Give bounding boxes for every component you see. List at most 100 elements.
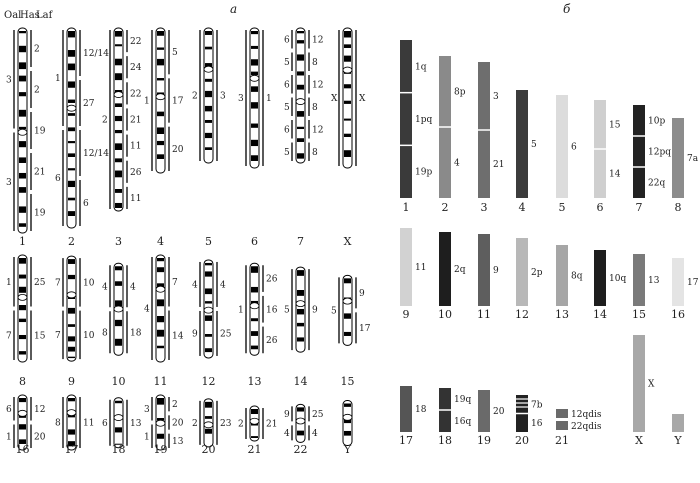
laf-label: 4	[220, 280, 226, 290]
laf-label: 20	[172, 419, 184, 429]
ideogram-band	[115, 103, 122, 108]
oal-label: 5	[284, 58, 290, 68]
laf-label: 2	[34, 86, 40, 96]
laf-label: 22	[130, 37, 141, 47]
ideogram-band	[19, 45, 26, 53]
ideogram-band	[205, 119, 212, 123]
ideogram-body	[249, 27, 260, 169]
ideogram-band	[344, 118, 351, 121]
oal-label: 5	[284, 103, 290, 113]
laf-label: 25	[220, 329, 232, 339]
segment-label: 22qdis	[571, 422, 602, 432]
chromosome-number: 7	[636, 201, 643, 214]
segment-label: 5	[531, 140, 537, 150]
painted-segment	[633, 335, 645, 432]
oal-label: 4	[144, 305, 150, 315]
laf-label: X	[359, 94, 366, 104]
ideogram-band	[297, 308, 304, 315]
ideogram-20: 2 23 20	[192, 398, 232, 456]
laf-label: 27	[83, 99, 95, 109]
laf-label: 12	[312, 35, 323, 45]
laf-label: 10	[83, 278, 95, 288]
ideogram-band	[344, 403, 351, 407]
chromosome-number: 8	[19, 375, 26, 388]
ideogram-band	[19, 318, 26, 323]
laf-label: 12	[312, 80, 323, 90]
laf-label: 26	[266, 336, 278, 346]
segment-label: 8p	[454, 88, 466, 98]
ideogram-band	[115, 189, 122, 193]
ideogram-band	[115, 338, 122, 346]
chromosome-number: 15	[632, 308, 646, 321]
painted-chromosome-10: 2q 10	[438, 232, 466, 321]
laf-label: 24	[130, 63, 142, 73]
ideogram-band	[344, 133, 351, 137]
ideogram-15: 5 9 17 15	[331, 274, 371, 388]
chromosome-number: 2	[68, 235, 75, 248]
laf-label: 25	[312, 410, 324, 420]
ideogram-band	[205, 132, 212, 139]
painted-chromosome-13: 8q 13	[555, 245, 583, 321]
ideogram-band	[19, 286, 26, 293]
ideogram-band	[251, 71, 258, 76]
painted-segment	[400, 386, 412, 432]
chromosome-number: 17	[399, 434, 413, 447]
ideogram-band	[157, 47, 164, 50]
ideogram-body	[66, 394, 77, 451]
ideogram-band	[205, 315, 212, 321]
ideogram-band	[251, 59, 258, 66]
oal-label: 2	[238, 420, 244, 430]
ideogram-band	[19, 172, 26, 179]
oal-label: 1	[55, 74, 61, 84]
chromosome-number: 2	[442, 201, 449, 214]
painted-chromosome-6: 15 14 6	[594, 100, 621, 214]
ideogram-band	[115, 400, 122, 404]
ideogram-X: X X X	[331, 27, 366, 248]
ideogram-band	[297, 71, 304, 76]
segment-label: 2q	[454, 265, 466, 275]
ideogram-band	[251, 123, 258, 128]
segment-label: 10q	[609, 274, 626, 284]
segment-label: 13	[648, 276, 660, 286]
segment-label: 15	[609, 121, 621, 131]
chromosome-number: 1	[403, 201, 410, 214]
oal-label: 4	[102, 282, 108, 292]
chromosome-number: Y	[343, 443, 352, 456]
laf-label: 11	[130, 194, 141, 204]
ideogram-body	[342, 274, 353, 346]
oal-label: 7	[55, 278, 61, 288]
chromosome-number: 11	[154, 375, 168, 388]
ideogram-band	[115, 202, 122, 208]
ideogram-band	[344, 100, 351, 104]
centromere	[342, 413, 353, 421]
segment-label: 19p	[415, 168, 432, 178]
ideogram-band	[19, 258, 26, 264]
laf-label: 21	[130, 116, 141, 126]
segment-label: 14	[609, 170, 621, 180]
centromere	[17, 128, 28, 136]
ideogram-band	[19, 351, 26, 355]
ideogram-16: 6 1 12 20 16	[6, 394, 46, 456]
ideogram-8: 1 7 25 15 8	[6, 254, 46, 388]
ideogram-band	[297, 322, 304, 327]
ideogram-band	[344, 150, 351, 157]
ideogram-band	[19, 223, 26, 227]
ideogram-band	[251, 286, 258, 293]
ideogram-band	[297, 40, 304, 44]
ideogram-band	[205, 46, 212, 50]
ideogram-band	[205, 288, 212, 295]
painted-segment	[633, 136, 645, 167]
ideogram-12: 4 9 4 25 12	[192, 259, 232, 388]
ideogram-band	[157, 398, 164, 405]
chromosome-number: 19	[154, 443, 168, 456]
centromere	[155, 419, 166, 427]
ideogram-band	[157, 315, 164, 323]
ideogram-band	[297, 84, 304, 90]
laf-label: 19	[34, 127, 46, 137]
chromosome-number: 14	[294, 375, 308, 388]
laf-label: 20	[172, 145, 184, 155]
painted-segment	[594, 100, 606, 149]
ideogram-band	[157, 78, 164, 81]
oal-label: 6	[284, 125, 290, 135]
